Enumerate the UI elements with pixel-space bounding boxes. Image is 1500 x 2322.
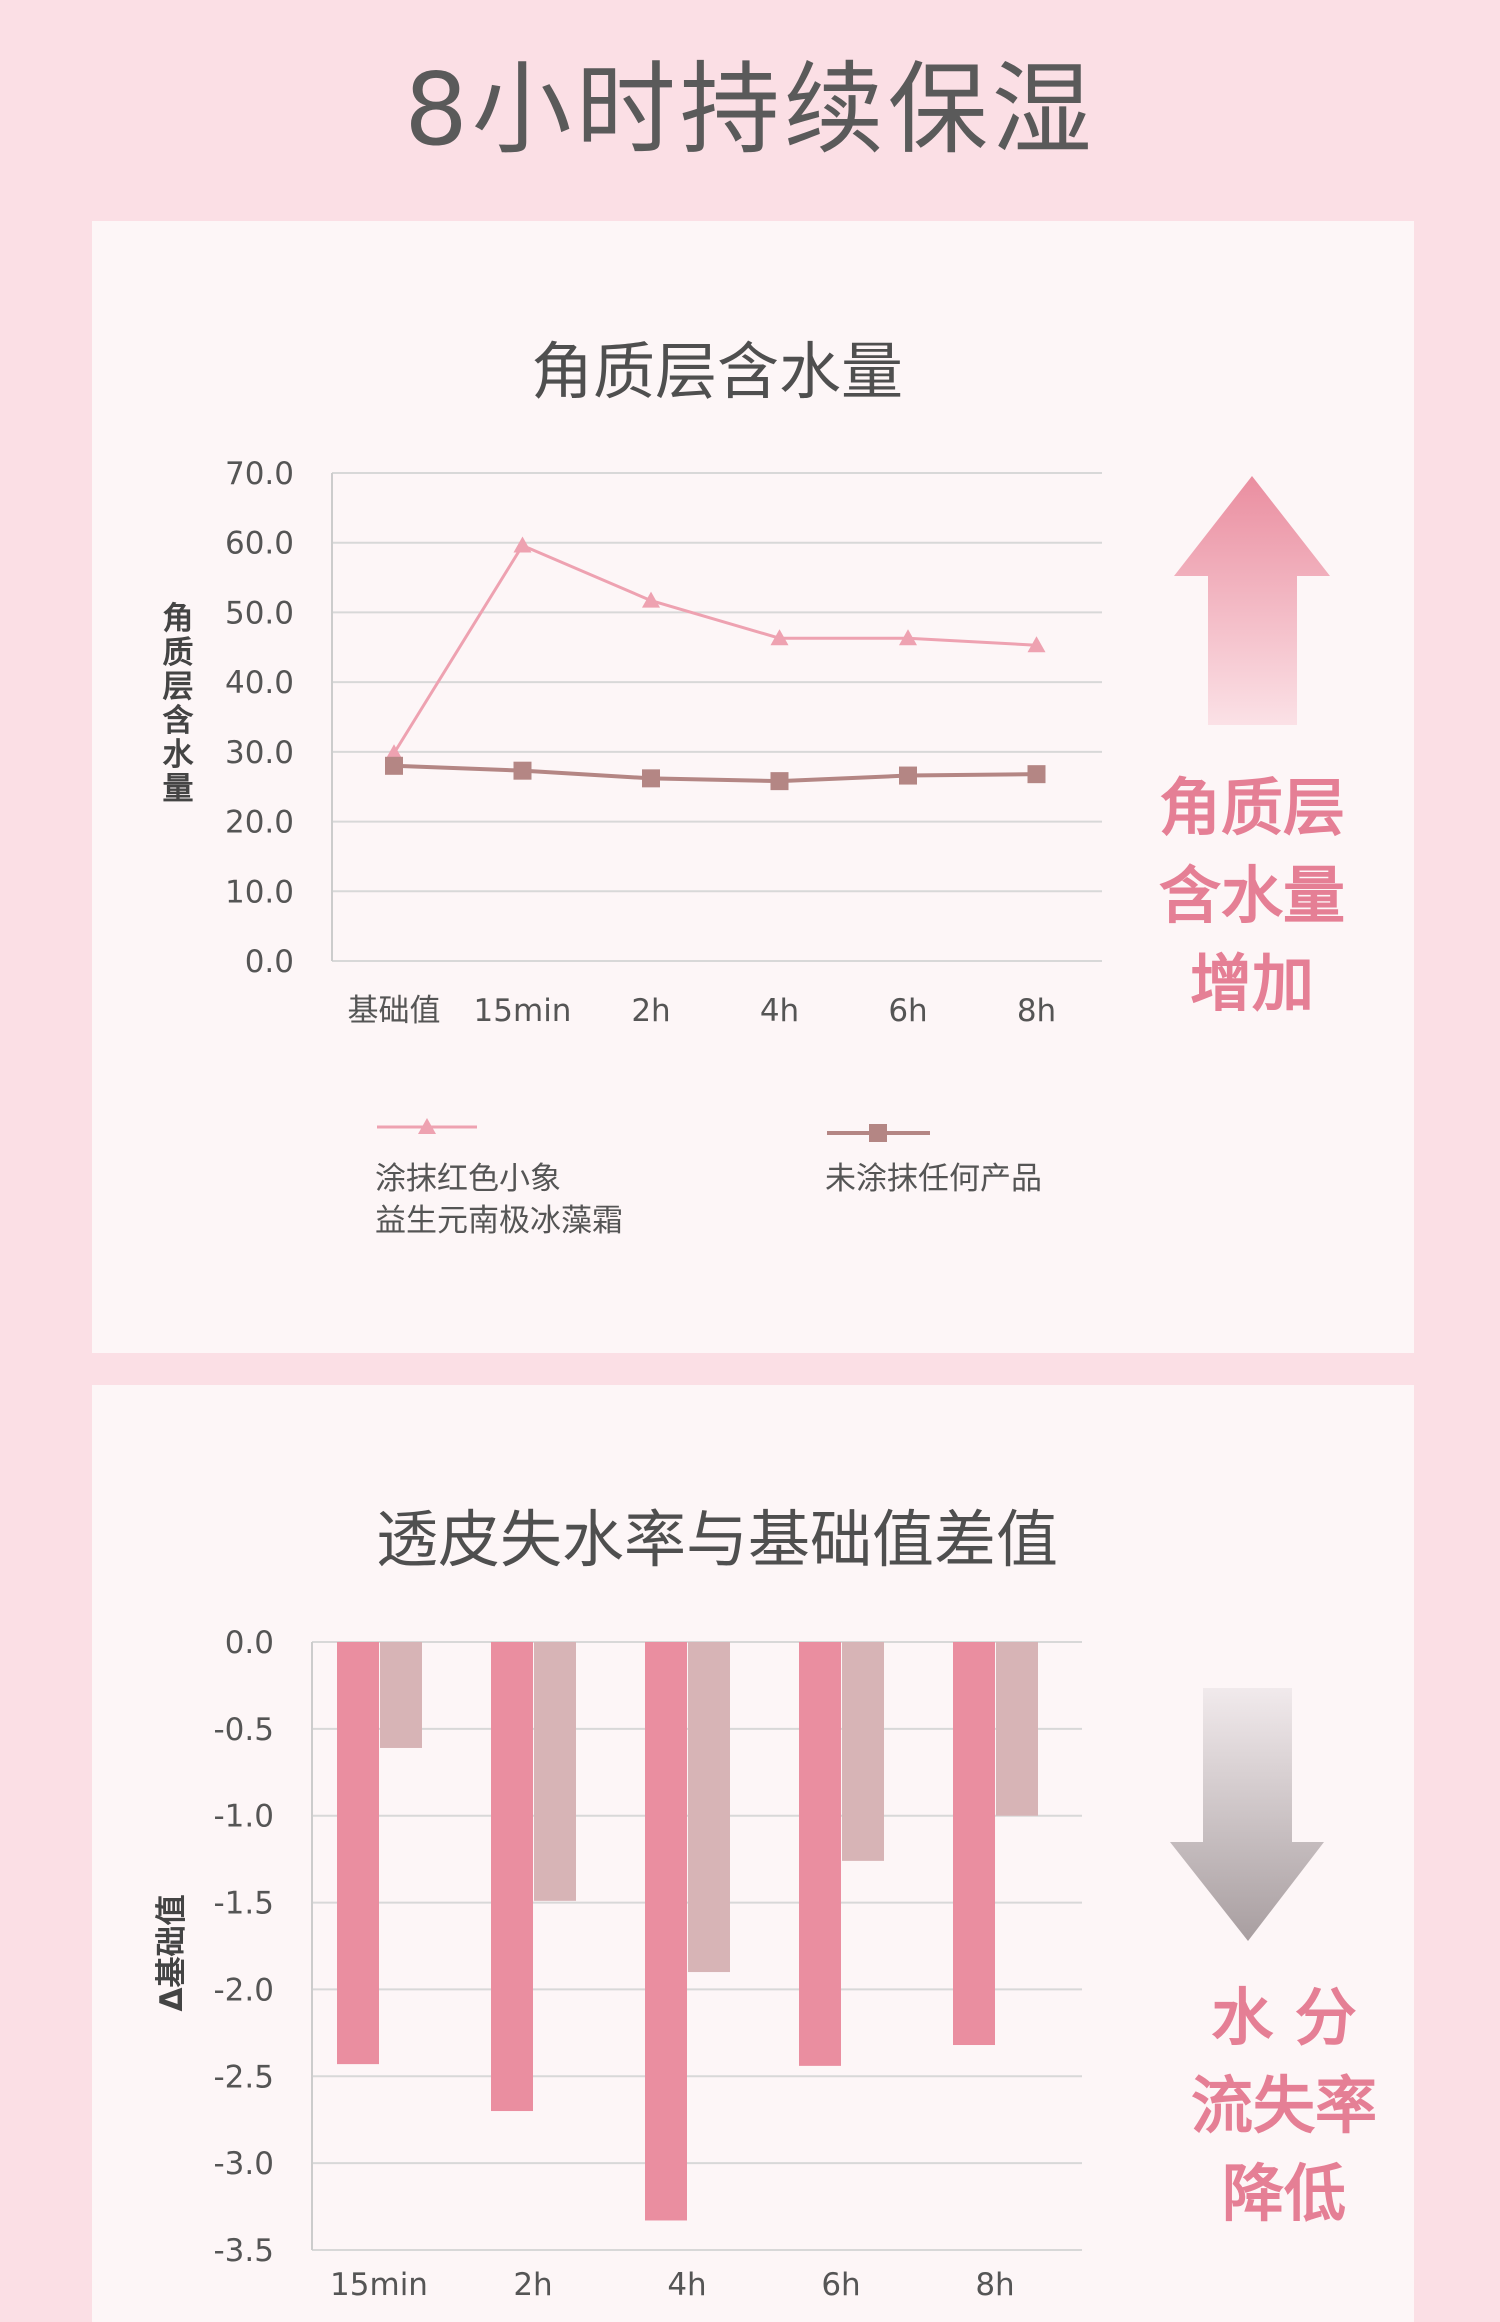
bar-series-1 <box>799 1642 841 2066</box>
data-point-triangle <box>513 536 532 553</box>
series-line-2 <box>393 763 1037 784</box>
series-line-1 <box>392 543 1037 755</box>
data-point-square <box>513 761 532 780</box>
moisture-line-chart: 角质层含水量70.060.050.040.030.020.010.00.0基础值… <box>163 335 1346 1239</box>
y-tick-label: -0.5 <box>214 1712 275 1748</box>
legend-label-1: 益生元南极冰藻霜 <box>375 1203 623 1239</box>
x-tick-label: 8h <box>1017 993 1056 1029</box>
y-axis-label: Δ基础值 <box>154 1895 190 2012</box>
y-axis-label: 角 <box>163 601 194 637</box>
x-tick-label: 基础值 <box>348 993 441 1029</box>
y-axis-label: 含 <box>163 703 195 739</box>
y-tick-label: 40.0 <box>225 665 294 701</box>
y-axis-label: 量 <box>163 771 194 807</box>
tewl-chart-card: 透皮失水率与基础值差值 0.0 -0.5 -1.0 -1.5 -2.0 -2.5 -3.0 -3… <box>92 1385 1414 2322</box>
data-point-triangle <box>899 629 917 646</box>
side-label: 水 分 <box>1211 1981 1357 2054</box>
data-point-triangle <box>770 629 789 646</box>
chart-title: 透皮失水率与基础值差值 <box>376 1503 1058 1576</box>
moisture-chart-card: 角质层含水量 70.0 60.0 50.0 40.0 30.0 20.0 10.0 0.0 基础值… <box>92 221 1414 1353</box>
data-point-triangle <box>385 744 403 761</box>
side-label: 角质层 <box>1159 771 1345 844</box>
y-tick-label: -1.0 <box>214 1799 275 1835</box>
y-tick-label: 60.0 <box>225 526 294 562</box>
bar-series-1 <box>645 1642 687 2221</box>
y-axis-label: 水 <box>163 737 195 773</box>
data-point-square <box>642 769 660 788</box>
bar-series-2 <box>996 1642 1038 1816</box>
up-arrow <box>1174 476 1330 725</box>
x-tick-label: 15min <box>330 2267 428 2303</box>
legend-label-1: 涂抹红色小象 <box>375 1161 561 1197</box>
bar-series-2 <box>380 1642 422 1748</box>
y-tick-label: -1.5 <box>214 1886 275 1922</box>
y-tick-label: 70.0 <box>225 456 294 492</box>
legend-marker-1 <box>418 1118 436 1134</box>
x-tick-label: 8h <box>975 2267 1014 2303</box>
y-tick-label: -3.5 <box>214 2233 275 2269</box>
data-point-square <box>899 766 917 785</box>
y-tick-label: 20.0 <box>225 805 294 841</box>
side-label: 增加 <box>1190 947 1314 1020</box>
bar-series-2 <box>688 1642 730 1973</box>
y-axis-label: 质 <box>163 635 194 671</box>
tewl-bar-chart: 透皮失水率与基础值差值 0.0 -0.5 -1.0 -1.5 -2.0 -2.5 -3.0 -3… <box>154 1503 1377 2303</box>
y-tick-label: 0.0 <box>225 1625 274 1661</box>
y-tick-label: 50.0 <box>225 595 294 631</box>
bar-series-2 <box>534 1642 576 1901</box>
data-point-triangle <box>642 591 660 608</box>
x-tick-label: 4h <box>667 2267 706 2303</box>
y-tick-label: 10.0 <box>225 874 294 910</box>
x-tick-label: 15min <box>474 993 572 1029</box>
x-tick-label: 2h <box>513 2267 552 2303</box>
data-point-square <box>385 756 403 775</box>
bar-series-1 <box>337 1642 379 2065</box>
bar-series-1 <box>491 1642 533 2112</box>
x-tick-label: 2h <box>631 993 670 1029</box>
x-tick-label: 4h <box>760 993 799 1029</box>
down-arrow <box>1170 1688 1324 1941</box>
legend-marker-2 <box>869 1124 887 1142</box>
x-tick-label: 6h <box>821 2267 860 2303</box>
y-tick-label: -2.5 <box>214 2059 275 2095</box>
side-label: 流失率 <box>1191 2069 1377 2142</box>
data-point-square <box>770 772 789 791</box>
y-axis-label: 层 <box>163 669 194 705</box>
page-title: 8小时持续保湿 <box>404 51 1096 168</box>
data-point-triangle <box>1027 636 1046 653</box>
y-tick-label: -3.0 <box>214 2146 275 2182</box>
chart-title: 角质层含水量 <box>531 335 903 408</box>
bar-series-1 <box>953 1642 995 2046</box>
side-label: 含水量 <box>1159 859 1345 932</box>
y-tick-label: 0.0 <box>245 944 294 980</box>
side-label: 降低 <box>1222 2157 1346 2230</box>
legend-label-2: 未涂抹任何产品 <box>825 1161 1042 1197</box>
bar-series-2 <box>842 1642 884 1861</box>
data-point-square <box>1027 765 1046 784</box>
x-tick-label: 6h <box>888 993 927 1029</box>
y-tick-label: -2.0 <box>214 1972 275 2008</box>
y-tick-label: 30.0 <box>225 735 294 771</box>
